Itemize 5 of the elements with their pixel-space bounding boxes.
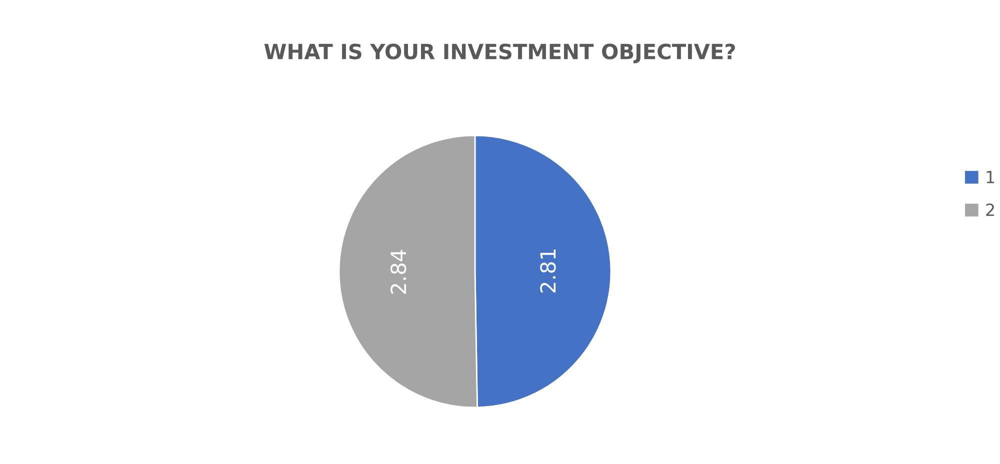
legend-label: 2 [986, 204, 994, 216]
data-label: 2.84 [390, 250, 406, 294]
data-label: 2.81 [540, 250, 556, 292]
chart-title: WHAT IS YOUR INVESTMENT OBJECTIVE? [264, 44, 735, 64]
legend-label: 1 [986, 170, 994, 184]
